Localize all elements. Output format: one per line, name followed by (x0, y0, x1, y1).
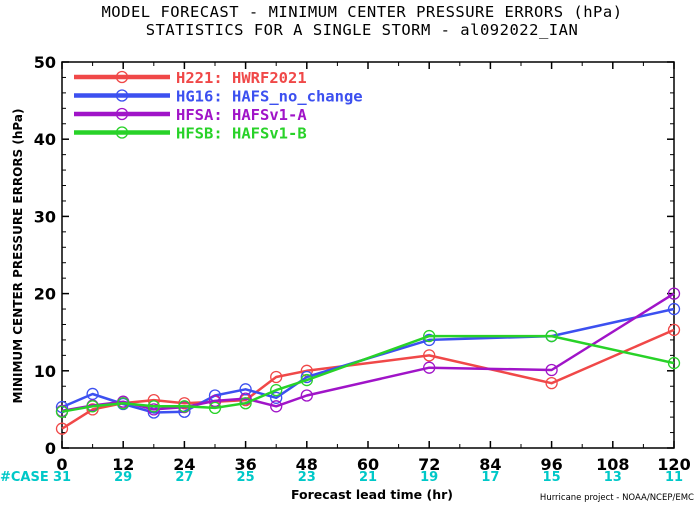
legend-label-h221: H221: HWRF2021 (176, 69, 307, 87)
data-point-hfsb (55, 405, 69, 418)
data-point-hg16 (55, 400, 69, 414)
y-tick-label: 20 (34, 285, 56, 304)
case-count: 25 (237, 470, 255, 485)
data-point-hfsb (178, 400, 191, 413)
data-point-h221 (55, 422, 69, 435)
legend-label-hfsb: HFSB: HAFSv1-B (176, 125, 307, 143)
legend-label-hfsa: HFSA: HAFSv1-A (176, 106, 307, 124)
y-tick-label: 0 (45, 439, 56, 458)
x-axis-label: Forecast lead time (hr) (291, 487, 453, 502)
data-point-hg16 (667, 302, 681, 316)
x-tick-label: 48 (296, 455, 318, 474)
data-point-hfsb (545, 329, 558, 343)
case-count: 13 (604, 470, 622, 485)
y-axis-label: MINIMUM CENTER PRESSURE ERRORS (hPa) (11, 109, 25, 404)
x-tick-label: 96 (540, 455, 562, 474)
data-point-hfsb (300, 373, 313, 387)
x-tick-label: 12 (112, 455, 134, 474)
data-point-hg16 (423, 333, 436, 347)
case-count: 19 (420, 470, 438, 485)
x-tick-label: 60 (357, 455, 379, 474)
data-point-hfsb (86, 400, 99, 413)
case-count: 23 (298, 470, 316, 485)
case-count: 15 (543, 470, 561, 485)
x-tick-label: 84 (479, 455, 501, 474)
data-point-hfsa (208, 394, 222, 408)
data-point-hfsb (423, 329, 436, 343)
data-point-hfsa (300, 389, 313, 402)
data-point-hfsb (270, 383, 283, 397)
y-tick-label: 30 (34, 207, 56, 226)
chart-title-line2: STATISTICS FOR A SINGLE STORM - al092022… (146, 21, 579, 39)
case-count: 11 (665, 470, 683, 485)
data-point-hfsa (270, 400, 283, 413)
case-count: 29 (114, 470, 132, 485)
x-tick-label: 0 (56, 455, 67, 474)
data-point-hfsa (667, 287, 681, 300)
case-count: 31 (53, 470, 71, 485)
data-point-h221 (545, 377, 558, 390)
data-point-hfsb (667, 356, 681, 370)
y-tick-label: 10 (34, 362, 56, 381)
legend-label-hg16: HG16: HAFS_no_change (176, 88, 363, 106)
case-count: 17 (481, 470, 499, 485)
data-point-h221 (423, 349, 436, 362)
data-point-hfsb (117, 397, 130, 410)
legend-marker-hg16 (115, 89, 129, 102)
data-point-h221 (86, 403, 99, 416)
x-tick-label: 120 (657, 455, 690, 474)
legend-marker-h221 (115, 70, 129, 84)
data-point-hfsa (423, 361, 436, 374)
data-point-hg16 (239, 383, 252, 396)
x-tick-label: 72 (418, 455, 440, 474)
data-point-h221 (667, 323, 681, 337)
chart-title-line1: MODEL FORECAST - MINIMUM CENTER PRESSURE… (101, 3, 622, 21)
legend-marker-hfsb (115, 126, 129, 139)
x-tick-label: 24 (173, 455, 195, 474)
x-tick-label: 108 (596, 455, 629, 474)
y-tick-label: 50 (34, 53, 56, 72)
data-point-hfsb (239, 397, 252, 410)
data-point-h221 (178, 397, 191, 410)
case-count: 21 (359, 470, 377, 485)
data-point-hfsa (147, 403, 160, 416)
legend-marker-hfsa (115, 107, 129, 121)
data-point-hfsb (147, 400, 160, 413)
data-point-hg16 (270, 391, 283, 404)
credit-text: Hurricane project - NOAA/NCEP/EMC (540, 493, 694, 503)
data-point-hfsa (545, 363, 558, 377)
case-row-label: #CASE (0, 470, 49, 485)
case-count: 27 (175, 470, 193, 485)
y-tick-label: 40 (34, 130, 56, 149)
x-tick-label: 36 (234, 455, 256, 474)
data-point-h221 (270, 370, 283, 384)
data-point-hfsb (208, 401, 222, 415)
